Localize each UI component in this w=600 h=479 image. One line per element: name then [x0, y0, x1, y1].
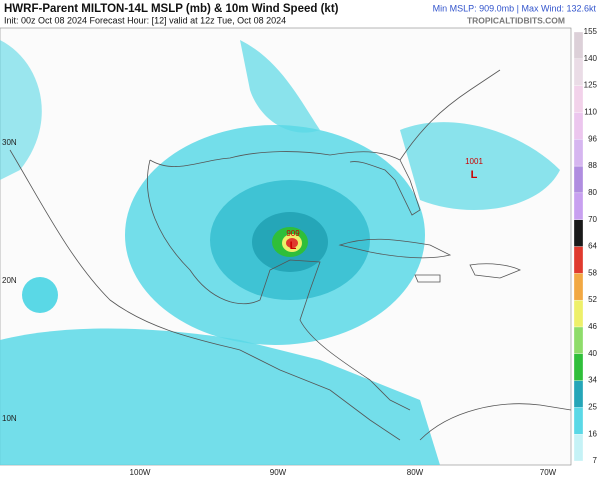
title: HWRF-Parent MILTON-14L MSLP (mb) & 10m W…: [4, 3, 339, 15]
lat-label: 20N: [2, 276, 17, 285]
west-wind: [0, 40, 42, 180]
gulf-coast: [149, 151, 421, 216]
colorbar-segment: [573, 407, 584, 435]
colorbar-segment: [573, 380, 584, 408]
colorbar-label: 58: [588, 268, 597, 277]
jamaica: [414, 274, 441, 283]
atlantic-wind: [400, 122, 560, 210]
map-area: 909 L 1001 L: [0, 27, 572, 466]
stats: Min MSLP: 909.0mb | Max Wind: 132.6kt: [433, 3, 597, 13]
colorbar-label: 140: [584, 54, 598, 63]
colorbar-segment: [573, 434, 584, 462]
hispaniola: [469, 263, 521, 279]
colorbar-segment: [573, 273, 584, 301]
colorbar-label: 88: [588, 161, 597, 170]
colorbar-segment: [573, 31, 584, 59]
colorbar-label: 64: [588, 242, 597, 251]
colorbar-label: 80: [588, 188, 597, 197]
south-america: [419, 403, 572, 441]
low-pressure: 1001: [465, 157, 483, 166]
colorbar-label: 25: [588, 402, 597, 411]
colorbar-segment: [573, 112, 584, 140]
site: TROPICALTIDBITS.COM: [467, 15, 565, 25]
wind-core: [286, 238, 298, 248]
lon-label: 80W: [407, 468, 424, 477]
colorbar-label: 70: [588, 215, 597, 224]
pacific-wind: [0, 328, 440, 465]
colorbar-segment: [573, 139, 584, 167]
inland-wind: [240, 40, 320, 133]
colorbar-label: 96: [588, 134, 597, 143]
colorbar-label: 34: [588, 376, 597, 385]
low-symbol: L: [471, 169, 478, 181]
colorbar-label: 110: [584, 108, 597, 117]
colorbar-segment: [573, 85, 584, 113]
colorbar-label: 52: [588, 295, 597, 304]
low-pressure: 909: [286, 229, 300, 238]
lat-label: 10N: [2, 414, 17, 423]
lon-label: 100W: [130, 468, 151, 477]
colorbar-segment: [573, 353, 584, 381]
colorbar-segment: [573, 219, 584, 247]
pacific-coast: [9, 149, 401, 441]
mexico-coast: [147, 159, 411, 411]
colorbar-label: 7: [593, 456, 598, 465]
pacific-eddy: [22, 277, 58, 313]
low-symbol: L: [290, 240, 297, 252]
colorbar-segment: [573, 192, 584, 220]
colorbar-segment: [573, 246, 584, 274]
colorbar-label: 155: [584, 27, 598, 36]
colorbar-label: 40: [588, 349, 597, 358]
subtitle: Init: 00z Oct 08 2024 Forecast Hour: [12…: [4, 15, 286, 25]
colorbar-segment: [573, 165, 584, 194]
cuba: [338, 238, 452, 259]
colorbar-segment: [573, 299, 584, 328]
colorbar-label: 125: [584, 81, 598, 90]
lon-label: 70W: [540, 468, 557, 477]
lat-label: 30N: [2, 138, 17, 147]
east-coast: [399, 69, 501, 161]
lon-label: 90W: [270, 468, 287, 477]
colorbar: 7 16 25 34 40 46 52 58 64 70 80 88 96 110 125 140 155: [573, 27, 598, 465]
colorbar-segment: [573, 58, 584, 86]
colorbar-label: 16: [588, 429, 597, 438]
colorbar-label: 46: [588, 322, 597, 331]
colorbar-segment: [573, 326, 584, 354]
